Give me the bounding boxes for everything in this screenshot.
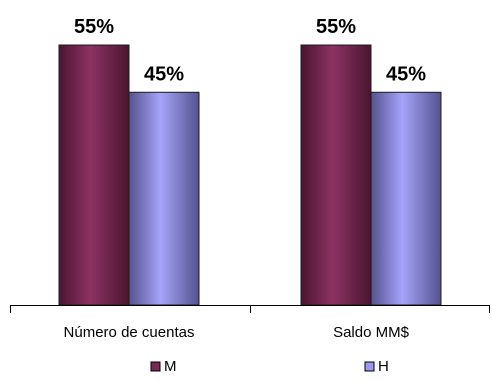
legend-swatch-m <box>150 361 161 372</box>
data-label-h-1: 45% <box>144 63 184 85</box>
category-label-2: Saldo MM$ <box>333 324 410 341</box>
bar-m-2 <box>300 44 372 306</box>
bar-h-1 <box>128 91 200 306</box>
legend-label-h: H <box>378 358 389 375</box>
legend-swatch-h <box>364 361 375 372</box>
data-label-h-2: 45% <box>386 63 426 85</box>
bar-h-2 <box>370 91 442 306</box>
bar-m-1 <box>58 44 130 306</box>
data-label-m-1: 55% <box>74 16 114 38</box>
data-label-m-2: 55% <box>316 16 356 38</box>
legend-label-m: M <box>164 358 177 375</box>
category-label-1: Número de cuentas <box>64 324 195 341</box>
